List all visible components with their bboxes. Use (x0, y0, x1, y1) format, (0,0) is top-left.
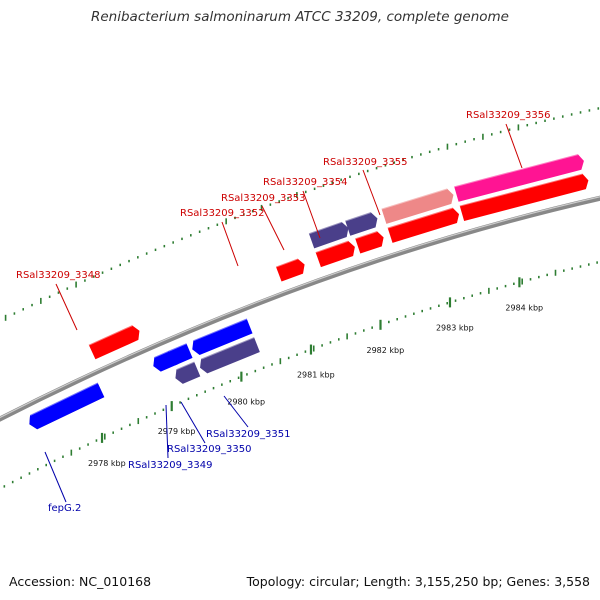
gene-leader-line (55, 283, 78, 331)
scale-tick-label: 2978 kbp (88, 459, 126, 468)
gene-leader-line (44, 451, 67, 503)
gene-label: RSal33209_3353 (221, 193, 305, 204)
gene-highlight (200, 336, 255, 360)
gene-arrow (29, 382, 105, 430)
gene-leader-line (302, 190, 321, 239)
gene-highlight (168, 342, 187, 352)
gene-arrow (345, 212, 378, 236)
gene-label: RSal33209_3349 (128, 460, 212, 471)
scale-ticks: 2978 kbp 2979 kbp 2980 kbp 2981 kbp 2982 kbp… (88, 277, 543, 468)
gene-label: fepG.2 (48, 503, 81, 514)
scale-tick-label: 2981 kbp (297, 371, 335, 380)
backbone-line (0, 195, 600, 422)
gene-highlight (29, 381, 98, 416)
gene-highlight (275, 257, 298, 268)
gene-label: RSal33209_3354 (263, 177, 347, 188)
gene-label: RSal33209_3356 (466, 110, 550, 121)
scale-tick-label: 2980 kbp (227, 398, 265, 407)
gene-highlight (381, 187, 448, 210)
gene-arrow (275, 258, 305, 282)
scale-tick-label: 2983 kbp (436, 323, 474, 332)
map-title: Renibacterium salmoninarum ATCC 33209, c… (91, 9, 509, 25)
backbone-highlight (0, 196, 600, 419)
dot-tracks (3, 107, 600, 488)
gene-arrow (308, 221, 349, 249)
gene-highlight (308, 220, 342, 235)
gene-arrow (175, 361, 201, 384)
gene-arrow (454, 154, 584, 202)
scale-tick-label: 2984 kbp (505, 303, 543, 312)
gene-leader-line (165, 404, 169, 459)
gene-highlight (354, 230, 378, 240)
gene-highlight (453, 153, 578, 188)
accession-text: Accession: NC_010168 (9, 574, 152, 589)
gene-arrow (381, 188, 454, 224)
gene-arrow (200, 337, 260, 374)
gene-arrow (459, 173, 589, 221)
genome-summary-text: Topology: circular; Length: 3,155,250 bp… (246, 574, 590, 589)
gene-leader-line (362, 169, 381, 216)
gene-leader-line (505, 123, 523, 169)
gene-arrow (355, 231, 384, 254)
gene-label: RSal33209_3350 (167, 444, 251, 455)
gene-arrow (167, 343, 193, 366)
gene-leader-line (261, 205, 285, 251)
gene-label: RSal33209_3351 (206, 429, 290, 440)
gene-label: RSal33209_3348 (16, 270, 100, 281)
scale-tick-label: 2982 kbp (366, 346, 404, 355)
gene-arrow (387, 207, 460, 243)
gene-arrow (192, 318, 253, 355)
gene-labels: fepG.2 RSal33209_3348 RSal33209_3349 RSal33… (16, 110, 550, 514)
gene-features (29, 153, 589, 430)
gene-highlight (459, 172, 583, 207)
gene-label: RSal33209_3355 (323, 157, 407, 168)
gene-label: RSal33209_3352 (180, 208, 264, 219)
gene-arrow (315, 240, 355, 268)
gene-highlight (88, 324, 133, 346)
gene-leader-line (180, 401, 206, 444)
gene-leader-line (223, 395, 249, 428)
gene-highlight (315, 239, 349, 254)
gene-highlight (344, 211, 371, 222)
gene-highlight (193, 317, 248, 342)
scale-tick-label: 2979 kbp (158, 427, 196, 436)
gene-leader-line (221, 221, 239, 267)
gene-arrow (88, 325, 140, 360)
backbone (0, 195, 600, 422)
gene-highlight (387, 206, 453, 229)
gene-highlight (176, 360, 195, 371)
